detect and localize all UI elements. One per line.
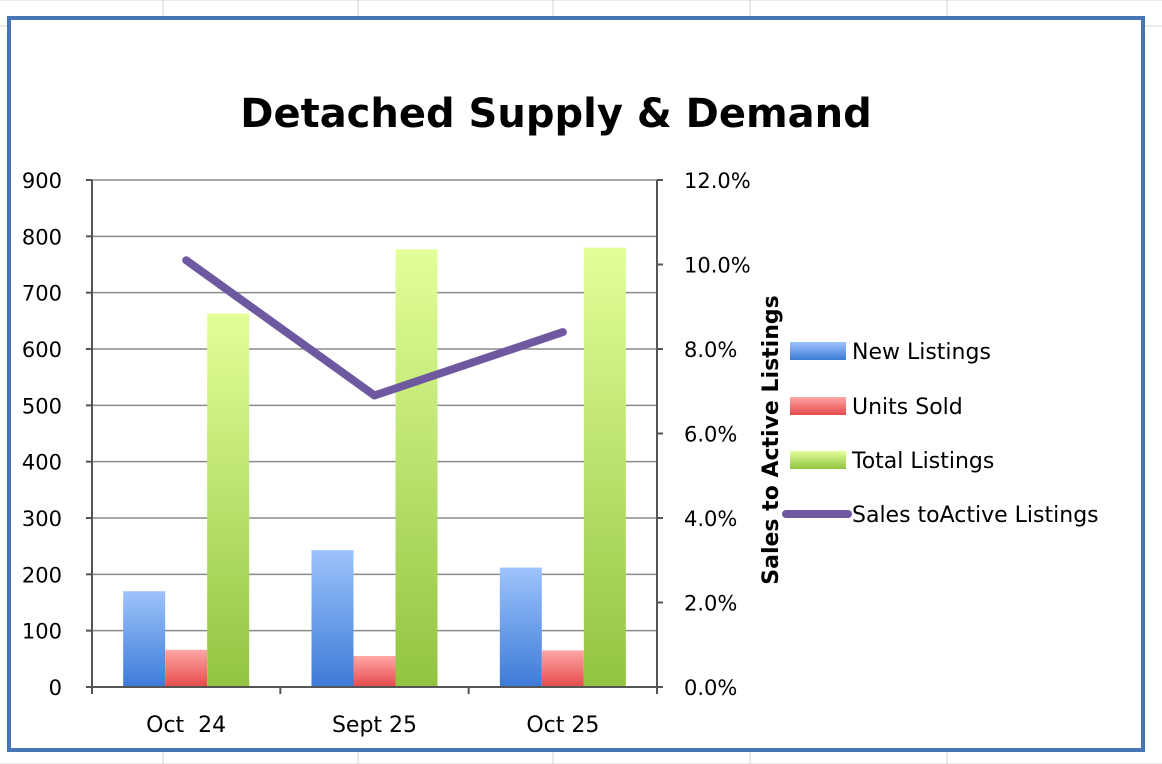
- left-tick-label: 900: [22, 169, 62, 193]
- left-tick-label: 200: [22, 563, 62, 587]
- right-tick-label: 6.0%: [684, 423, 737, 447]
- left-tick-label: 100: [22, 620, 62, 644]
- left-tick-label: 800: [22, 225, 62, 249]
- right-axis-title: Sales to Active Listings: [759, 295, 784, 584]
- bar-units-sold: [165, 649, 208, 687]
- bars: [123, 247, 626, 688]
- left-tick-label: 400: [22, 451, 62, 475]
- legend: New Listings Units Sold Total Listings Sale…: [782, 340, 1099, 528]
- legend-swatch-total-listings: [790, 451, 846, 469]
- left-tick-label: 500: [22, 394, 62, 418]
- legend-label-new-listings: New Listings: [852, 340, 991, 365]
- left-tick-label: 600: [22, 338, 62, 362]
- right-tick-label: 10.0%: [684, 254, 751, 278]
- legend-swatch-units-sold: [790, 397, 846, 415]
- category-label: Oct 24: [146, 713, 226, 738]
- right-tick-label: 8.0%: [684, 338, 737, 362]
- line-series: [182, 256, 567, 400]
- bar-units-sold: [353, 656, 396, 687]
- right-tick-label: 2.0%: [684, 592, 737, 616]
- bar-new-listings: [123, 591, 166, 687]
- bar-new-listings: [499, 567, 542, 687]
- legend-label-sales-toactive-listings: Sales toActive Listings: [852, 503, 1099, 528]
- chart-title: Detached Supply & Demand: [240, 91, 872, 137]
- axes: [86, 179, 663, 694]
- chart-frame[interactable]: [7, 16, 1145, 752]
- left-tick-label: 0: [49, 676, 62, 700]
- category-label: Sept 25: [332, 713, 417, 738]
- right-axis-tick-labels: 0.0% 2.0% 4.0% 6.0% 8.0% 10.0% 12.0%: [684, 169, 751, 700]
- bar-total-listings: [395, 249, 438, 688]
- bar-total-listings: [207, 313, 250, 687]
- right-tick-label: 0.0%: [684, 676, 737, 700]
- legend-label-total-listings: Total Listings: [851, 449, 994, 474]
- category-labels: Oct 24 Sept 25 Oct 25: [146, 713, 599, 738]
- left-tick-label: 300: [22, 507, 62, 531]
- legend-label-units-sold: Units Sold: [852, 395, 963, 420]
- grid-lines: [92, 179, 657, 688]
- line-sales-to-active-listings: [182, 256, 567, 400]
- legend-swatch-new-listings: [790, 342, 846, 360]
- bar-total-listings: [583, 247, 626, 687]
- category-label: Oct 25: [526, 713, 599, 738]
- bar-new-listings: [311, 550, 354, 687]
- right-tick-label: 4.0%: [684, 507, 737, 531]
- left-tick-label: 700: [22, 282, 62, 306]
- right-tick-label: 12.0%: [684, 169, 751, 193]
- left-axis-tick-labels: 0 100 200 300 400 500 600 700 800 900: [22, 169, 62, 700]
- bar-units-sold: [541, 650, 584, 687]
